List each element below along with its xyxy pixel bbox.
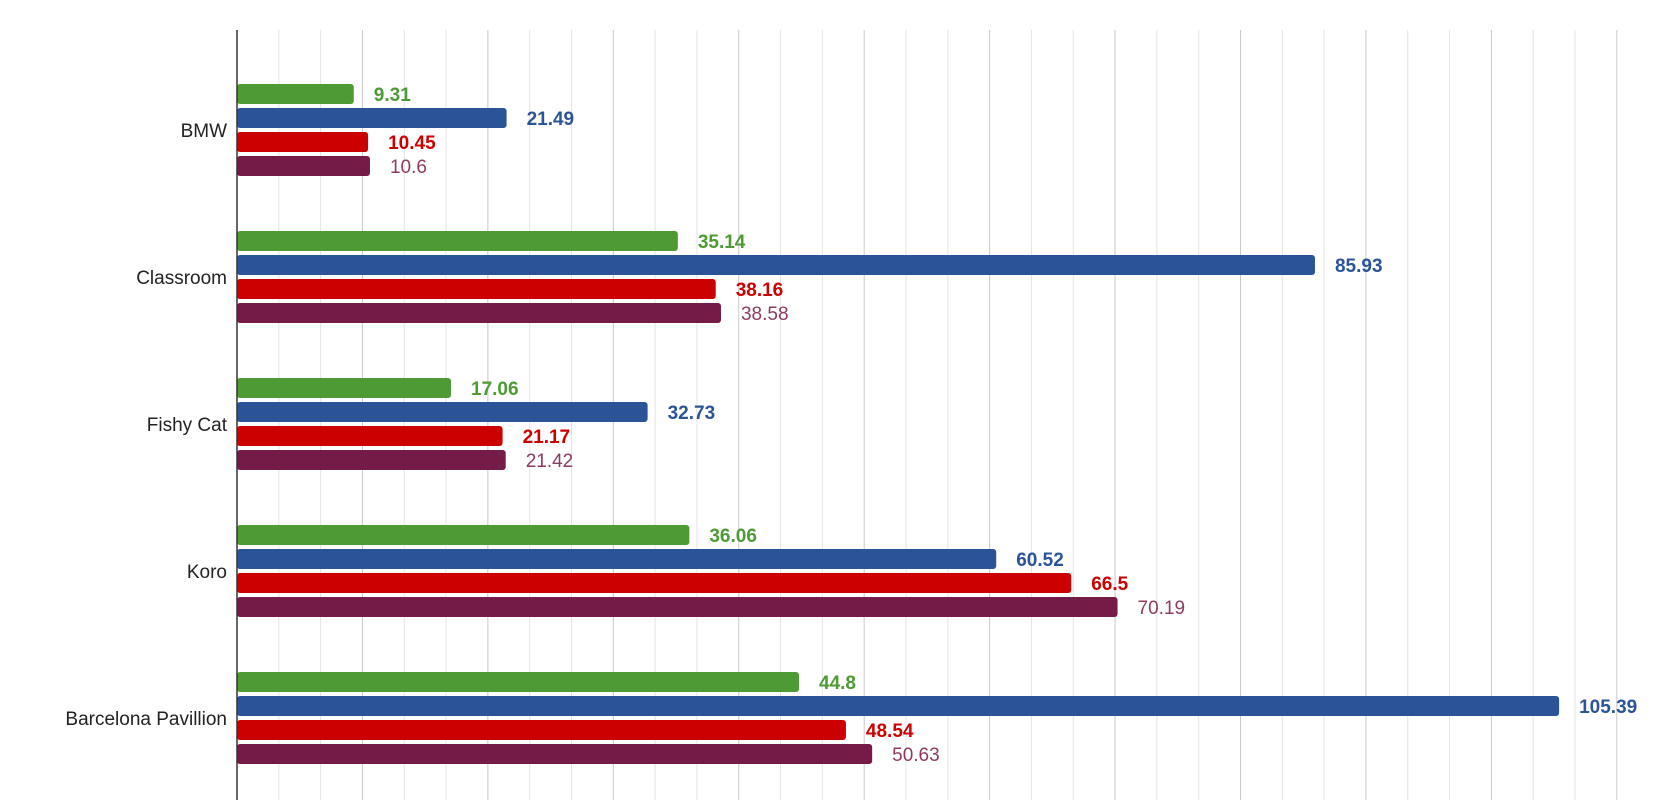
data-label: 105.39 [1579, 697, 1637, 718]
category-label: Koro [187, 562, 227, 583]
bar [237, 279, 716, 299]
category-label: BMW [181, 121, 228, 142]
bar [237, 573, 1072, 593]
bar [237, 672, 800, 692]
bar [237, 597, 1118, 617]
bar [237, 108, 507, 128]
bar [237, 402, 648, 422]
bar [237, 255, 1315, 275]
bar [237, 84, 354, 104]
data-label: 32.73 [668, 403, 716, 424]
category-label: Fishy Cat [147, 415, 228, 436]
data-label: 21.49 [527, 109, 575, 130]
data-label: 38.58 [741, 304, 789, 325]
bar [237, 132, 369, 152]
bar [237, 696, 1560, 716]
data-label: 10.45 [388, 133, 436, 154]
data-label: 38.16 [736, 280, 784, 301]
gridlines [278, 30, 1618, 800]
bar [237, 156, 370, 176]
data-label: 35.14 [698, 232, 746, 253]
bar [237, 231, 678, 251]
category-label: Barcelona Pavillion [65, 709, 227, 730]
data-label: 17.06 [471, 379, 519, 400]
bar-group [237, 84, 1560, 764]
data-label: 85.93 [1335, 256, 1383, 277]
bar [237, 720, 846, 740]
data-label: 21.17 [523, 427, 571, 448]
bar [237, 303, 721, 323]
data-label: 60.52 [1016, 550, 1064, 571]
bar [237, 744, 873, 764]
data-label: 9.31 [374, 85, 411, 106]
bar [237, 525, 690, 545]
data-label: 50.63 [892, 745, 940, 766]
data-label: 36.06 [709, 526, 757, 547]
data-label: 70.19 [1138, 598, 1186, 619]
label-group: BMW 9.31 21.49 10.45 10.6 Classroom 35.14 85.93… [65, 85, 1637, 766]
bar [237, 450, 506, 470]
bar [237, 426, 503, 446]
bar [237, 549, 997, 569]
data-label: 66.5 [1091, 574, 1128, 595]
category-label: Classroom [136, 268, 227, 289]
data-label: 48.54 [866, 721, 914, 742]
data-label: 44.8 [819, 673, 856, 694]
bar [237, 378, 452, 398]
data-label: 21.42 [526, 451, 574, 472]
data-label: 10.6 [390, 157, 427, 178]
